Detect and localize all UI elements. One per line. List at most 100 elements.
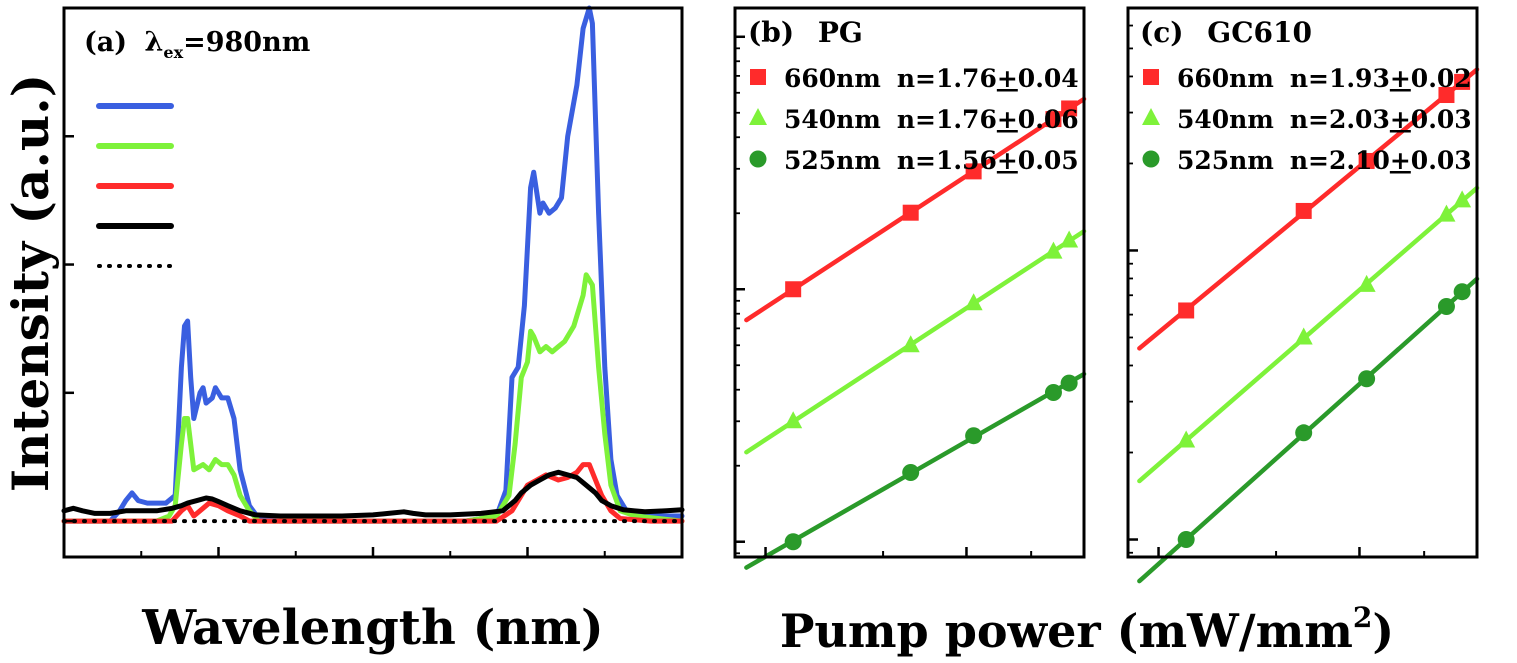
- panel-b-plot: [744, 96, 1087, 570]
- legend-marker-540nm: [1142, 108, 1160, 125]
- legend-marker-660nm: [1143, 69, 1159, 85]
- legend-plus-minus: +: [997, 64, 1018, 93]
- legend-wavelength: 525nm: [1177, 146, 1274, 175]
- panel-c-plot: [1137, 67, 1480, 584]
- data-point-540nm: [1177, 430, 1196, 448]
- legend-plus-minus: +: [1390, 64, 1411, 93]
- panel-c-frame: [1126, 6, 1479, 559]
- legend-exponent: n=1.56: [897, 146, 997, 175]
- series-line-gc630: [61, 5, 685, 524]
- panel-c-title-text: GC610: [1207, 16, 1312, 49]
- data-point-540nm: [901, 335, 920, 353]
- legend-plus-minus: +: [997, 146, 1018, 175]
- legend-error: 0.03: [1411, 146, 1472, 175]
- lambda-subscript: ex: [163, 43, 183, 62]
- data-point-525nm: [902, 464, 920, 482]
- legend-wavelength: 660nm: [784, 64, 881, 93]
- data-point-525nm: [1437, 297, 1455, 315]
- pump-power-label-superscript: 2: [1353, 601, 1372, 634]
- pump-power-label-text: Pump power (mW/mm: [780, 604, 1353, 658]
- excitation-value: =980nm: [183, 27, 310, 58]
- data-point-660nm: [1358, 152, 1375, 169]
- data-point-525nm: [1060, 374, 1078, 392]
- legend-exponent: n=2.03: [1290, 105, 1390, 134]
- legend-error: 0.04: [1018, 64, 1079, 93]
- panel-b-label: (b): [748, 16, 794, 49]
- data-point-540nm: [1453, 190, 1472, 208]
- legend-marker-660nm: [750, 69, 766, 85]
- panel-a-ticks: [62, 6, 684, 557]
- legend-wavelength: 525nm: [784, 146, 881, 175]
- panel-a-y-axis-label: Intensity (a.u.): [1, 74, 60, 493]
- data-point-525nm: [1177, 531, 1195, 549]
- fit-line-540nm: [744, 228, 1087, 455]
- data-point-525nm: [1044, 383, 1062, 401]
- legend-marker-525nm: [1142, 150, 1160, 168]
- panel-a-x-axis-label: Wavelength (nm): [141, 600, 603, 656]
- data-point-540nm: [1437, 204, 1456, 222]
- data-point-525nm: [1453, 283, 1471, 301]
- legend-exponent: n=1.76: [897, 105, 997, 134]
- panel-b-ticks: [735, 35, 1086, 557]
- panel-a-curves: [61, 5, 685, 524]
- legend-exponent: n=1.93: [1290, 64, 1390, 93]
- legend-wavelength: 540nm: [784, 105, 881, 134]
- data-point-525nm: [1358, 370, 1376, 388]
- series-line-pg-magnified-100-times: [61, 469, 685, 519]
- data-point-540nm: [1294, 327, 1313, 345]
- panel-b-title-text: PG: [818, 16, 863, 49]
- legend-entry-525nm: 525nm n=2.10+0.03: [1177, 146, 1472, 175]
- legend-error: 0.06: [1018, 105, 1079, 134]
- data-point-540nm: [964, 293, 983, 311]
- legend-exponent: n=1.76: [897, 64, 997, 93]
- legend-wavelength: 660nm: [1177, 64, 1274, 93]
- panel-a-label: (a): [84, 27, 127, 58]
- legend-error: 0.05: [1018, 146, 1079, 175]
- data-point-660nm: [1061, 100, 1078, 117]
- legend-error: 0.02: [1411, 64, 1472, 93]
- legend-plus-minus: +: [1390, 146, 1411, 175]
- data-point-660nm: [902, 204, 919, 221]
- legend-exponent: n=2.10: [1290, 146, 1390, 175]
- legend-entry-540nm: 540nm n=2.03+0.03: [1177, 105, 1472, 134]
- data-point-660nm: [1045, 111, 1062, 128]
- panel-c-ticks: [1128, 24, 1479, 557]
- data-point-525nm: [784, 533, 802, 551]
- pump-power-label-close: ): [1372, 604, 1394, 658]
- panel-a-legend: [96, 103, 174, 268]
- data-point-540nm: [1060, 230, 1079, 248]
- panel-b-title: (b) PG: [748, 16, 863, 49]
- data-point-660nm: [1438, 87, 1455, 104]
- legend-wavelength: 540nm: [1177, 105, 1274, 134]
- data-point-525nm: [1295, 424, 1313, 442]
- data-point-660nm: [785, 281, 802, 298]
- pump-power-x-axis-label: Pump power (mW/mm2): [780, 601, 1394, 658]
- legend-plus-minus: +: [997, 105, 1018, 134]
- series-line-gc610: [61, 272, 685, 524]
- fit-line-540nm: [1137, 185, 1480, 484]
- legend-entry-525nm: 525nm n=1.56+0.05: [784, 146, 1079, 175]
- data-point-540nm: [1357, 274, 1376, 292]
- panel-c-title: (c) GC610: [1140, 16, 1312, 49]
- legend-error: 0.03: [1411, 105, 1472, 134]
- data-point-525nm: [965, 427, 983, 445]
- legend-marker-540nm: [749, 108, 767, 125]
- panel-a-annotation: (a) λex=980nm: [84, 27, 310, 62]
- panel-b-frame: [733, 6, 1086, 559]
- data-point-660nm: [1178, 302, 1195, 319]
- data-point-660nm: [1295, 202, 1312, 219]
- legend-entry-660nm: 660nm n=1.93+0.02: [1177, 64, 1472, 93]
- legend-entry-660nm: 660nm n=1.76+0.04: [784, 64, 1079, 93]
- panel-a: (a) λex=980nm Intensity (a.u.) Wavelengt…: [1, 5, 685, 656]
- data-point-540nm: [784, 411, 803, 429]
- lambda-symbol: λ: [144, 27, 163, 58]
- data-point-660nm: [1454, 73, 1471, 90]
- data-point-540nm: [1044, 241, 1063, 259]
- panel-c-label: (c): [1140, 16, 1184, 49]
- data-point-660nm: [965, 163, 982, 180]
